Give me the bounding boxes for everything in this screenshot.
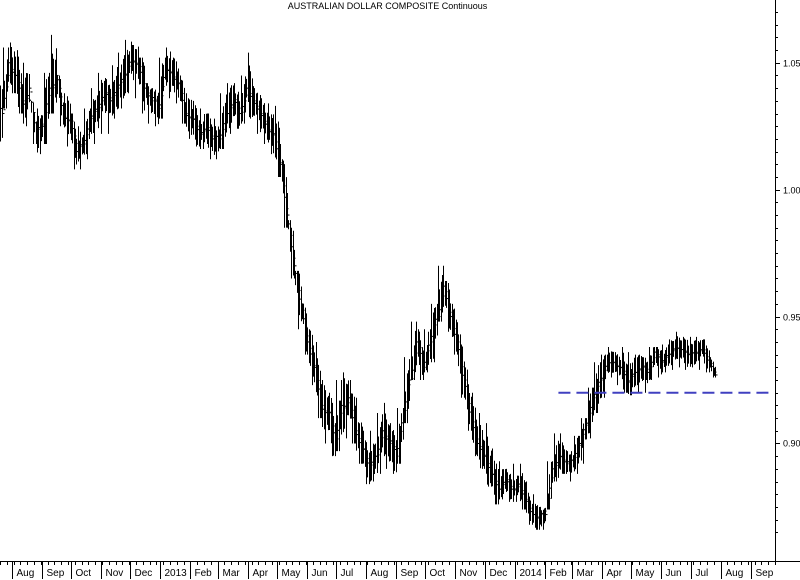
x-month-label: Mar: [577, 568, 595, 579]
x-month-label: Aug: [17, 568, 35, 579]
y-axis: 0.90 0.95 1.00 1.05: [775, 12, 800, 533]
price-bars: [0, 34, 718, 530]
x-month-label: Apr: [607, 568, 623, 579]
y-tick-label: 1.05: [783, 59, 800, 69]
x-month-label: Oct: [76, 568, 92, 579]
x-month-label: Mar: [223, 568, 241, 579]
x-month-label: Oct: [430, 568, 446, 579]
x-month-label: Sep: [401, 568, 419, 579]
x-month-label: Dec: [490, 568, 508, 579]
x-month-label: May: [636, 568, 655, 579]
y-tick-label: 0.90: [783, 439, 800, 449]
x-month-label: Jun: [666, 568, 682, 579]
x-month-label: Nov: [460, 568, 478, 579]
x-month-label: Feb: [550, 568, 568, 579]
x-month-label: Apr: [253, 568, 269, 579]
x-month-label: Aug: [371, 568, 389, 579]
x-month-label: Jun: [312, 568, 328, 579]
x-month-label: Sep: [756, 568, 774, 579]
y-tick-label: 0.95: [783, 313, 800, 323]
x-month-label: Feb: [195, 568, 213, 579]
x-month-label: Sep: [47, 568, 65, 579]
x-month-label: 2014: [520, 568, 543, 579]
x-month-label: May: [282, 568, 301, 579]
x-month-label: Jul: [696, 568, 709, 579]
x-axis: Aug Sep Oct Nov Dec 2013 Feb Mar Apr May Jun Jul Aug…: [0, 561, 776, 579]
chart-title: AUSTRALIAN DOLLAR COMPOSITE Continuous: [287, 1, 488, 11]
x-month-label: Aug: [726, 568, 744, 579]
x-month-label: Jul: [341, 568, 354, 579]
x-month-label: Nov: [106, 568, 124, 579]
x-month-label: Dec: [135, 568, 153, 579]
y-tick-label: 1.00: [783, 186, 800, 196]
x-month-label: 2013: [165, 568, 188, 579]
